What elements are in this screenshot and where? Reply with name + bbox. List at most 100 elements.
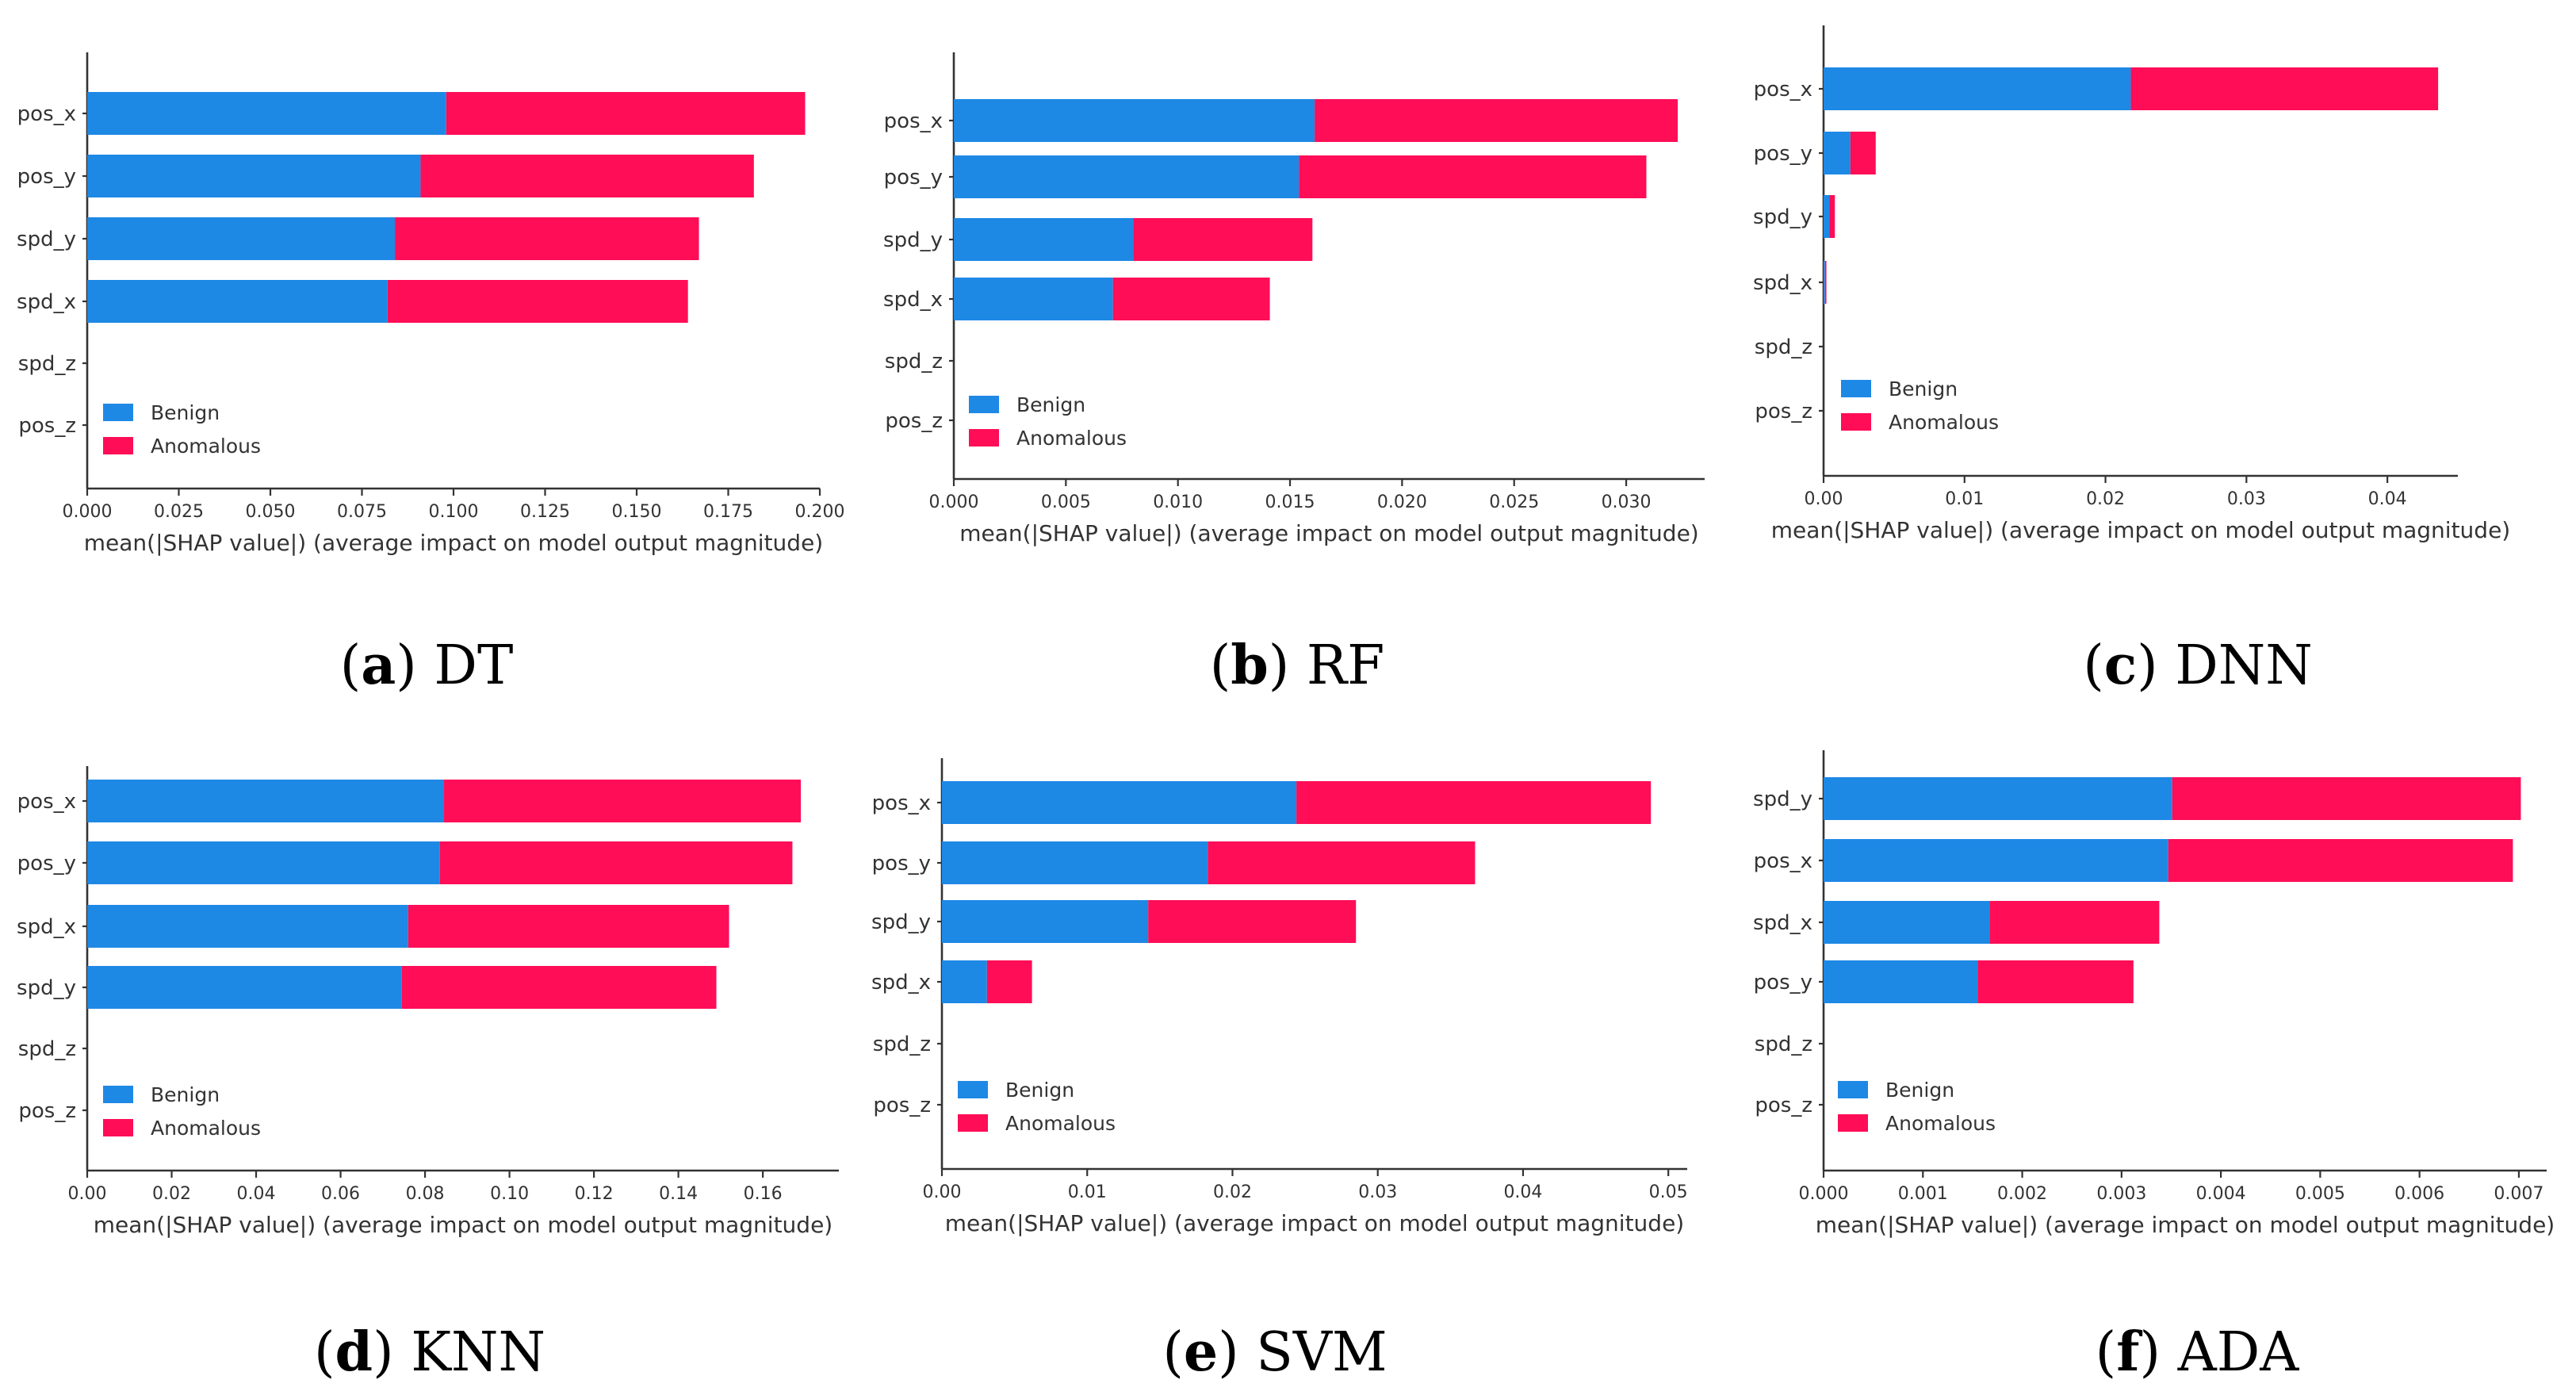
x-axis-label: mean(|SHAP value|) (average impact on mo… (94, 1212, 833, 1238)
bar-anomalous (2172, 777, 2521, 820)
bar-benign (87, 155, 421, 197)
x-tick-label: 0.005 (1041, 492, 1091, 512)
x-tick-label: 0.04 (237, 1184, 276, 1204)
bar-benign (954, 278, 1113, 320)
bar-benign (1824, 839, 2168, 882)
legend-swatch-benign (958, 1081, 988, 1098)
caption-letter: f (2116, 1320, 2142, 1384)
bar-anomalous (1148, 900, 1357, 943)
legend: Benign Anomalous (1838, 1079, 1996, 1135)
legend-swatch-anomalous (958, 1114, 988, 1132)
bar-benign (1824, 132, 1851, 174)
bar-anomalous (2130, 67, 2439, 110)
category-label: spd_y (1753, 205, 1812, 229)
bar-benign (942, 900, 1149, 943)
x-tick-label: 0.02 (2086, 489, 2125, 509)
category-label: spd_y (17, 976, 76, 1000)
x-tick-label: 0.004 (2196, 1184, 2246, 1204)
bar-anomalous (1112, 278, 1270, 320)
bar-anomalous (1299, 155, 1647, 198)
bar-anomalous (444, 780, 802, 822)
bar-benign (1824, 960, 1978, 1003)
x-axis-label: mean(|SHAP value|) (average impact on mo… (1816, 1212, 2555, 1238)
category-label: pos_z (873, 1094, 931, 1117)
category-label: spd_z (1755, 335, 1812, 359)
legend-label: Anomalous (1885, 1112, 1996, 1135)
caption-letter: b (1231, 634, 1269, 697)
x-tick-label: 0.02 (152, 1184, 191, 1204)
caption-letter: a (361, 634, 396, 697)
legend-label: Benign (151, 1083, 220, 1106)
category-label: spd_z (885, 350, 943, 374)
category-label: pos_z (885, 409, 943, 433)
legend: Benign Anomalous (103, 1083, 261, 1140)
chart-panel-d: pos_x pos_y spd_x spd_y spd_z pos_z 0.00 0.02 0.… (17, 766, 839, 1384)
x-tick-label: 0.050 (246, 502, 296, 522)
category-label: spd_x (1753, 911, 1812, 935)
legend: Benign Anomalous (969, 393, 1127, 450)
category-label: pos_x (872, 791, 931, 815)
bar-anomalous (395, 217, 699, 260)
bar-anomalous (446, 92, 806, 135)
x-tick-label: 0.075 (337, 502, 387, 522)
legend-swatch-benign (103, 404, 133, 421)
bar-anomalous (439, 841, 793, 884)
bar-anomalous (1824, 261, 1827, 304)
category-label: pos_x (17, 790, 76, 814)
bar-benign (942, 841, 1208, 884)
x-tick-label: 0.00 (68, 1184, 107, 1204)
category-label: spd_y (871, 910, 931, 934)
x-tick-label: 0.01 (1068, 1182, 1107, 1202)
bar-anomalous (1989, 901, 2160, 944)
x-tick-label: 0.025 (1489, 492, 1539, 512)
x-axis-label: mean(|SHAP value|) (average impact on mo… (1771, 517, 2510, 543)
bar-benign (87, 780, 445, 822)
x-axis-label: mean(|SHAP value|) (average impact on mo… (84, 530, 823, 556)
bar-anomalous (420, 155, 754, 197)
caption-letter: d (335, 1320, 373, 1384)
bar-anomalous (2168, 839, 2513, 882)
legend-label: Benign (1005, 1079, 1074, 1102)
x-tick-label: 0.000 (63, 502, 113, 522)
legend-swatch-benign (103, 1086, 133, 1103)
x-tick-label: 0.015 (1265, 492, 1315, 512)
category-label: spd_x (17, 915, 76, 939)
category-label: pos_y (872, 852, 931, 876)
x-tick-label: 0.000 (929, 492, 979, 512)
bar-anomalous (1296, 781, 1652, 824)
legend-label: Anomalous (1005, 1112, 1116, 1135)
x-axis-label: mean(|SHAP value|) (average impact on mo… (959, 520, 1698, 546)
x-tick-label: 0.06 (321, 1184, 360, 1204)
x-tick-label: 0.01 (1945, 489, 1984, 509)
category-label: pos_y (1754, 971, 1812, 995)
bar-anomalous (408, 905, 729, 948)
bar-anomalous (401, 966, 717, 1009)
x-tick-label: 0.150 (612, 502, 662, 522)
category-label: pos_y (1754, 142, 1812, 166)
category-label: spd_z (873, 1033, 931, 1056)
bar-benign (954, 99, 1315, 142)
x-tick-label: 0.001 (1898, 1184, 1948, 1204)
category-label: pos_x (17, 102, 76, 126)
x-tick-label: 0.100 (429, 502, 479, 522)
x-tick-label: 0.08 (406, 1184, 445, 1204)
legend: Benign Anomalous (1841, 377, 1999, 434)
bar-benign (1824, 901, 1990, 944)
legend-swatch-anomalous (1838, 1114, 1868, 1132)
category-label: spd_z (18, 1037, 76, 1061)
chart-panel-e: pos_x pos_y spd_y spd_x spd_z pos_z 0.00 0.01 0.… (871, 758, 1688, 1384)
panel-caption: (a) DT (340, 634, 514, 697)
bar-benign (954, 155, 1299, 198)
bar-benign (87, 280, 388, 323)
legend: Benign Anomalous (103, 401, 261, 458)
bar-anomalous (387, 280, 688, 323)
legend-swatch-benign (1838, 1081, 1868, 1098)
chart-panel-c: pos_x pos_y spd_y spd_x spd_z pos_z 0.00 0.01 0.… (1753, 25, 2510, 697)
chart-panel-b: pos_x pos_y spd_y spd_x spd_z pos_z 0.000 0.005… (883, 52, 1705, 697)
x-tick-label: 0.000 (1799, 1184, 1849, 1204)
bar-benign (942, 960, 987, 1003)
legend-swatch-benign (1841, 380, 1871, 397)
legend: Benign Anomalous (958, 1079, 1116, 1135)
bar-benign (87, 217, 396, 260)
